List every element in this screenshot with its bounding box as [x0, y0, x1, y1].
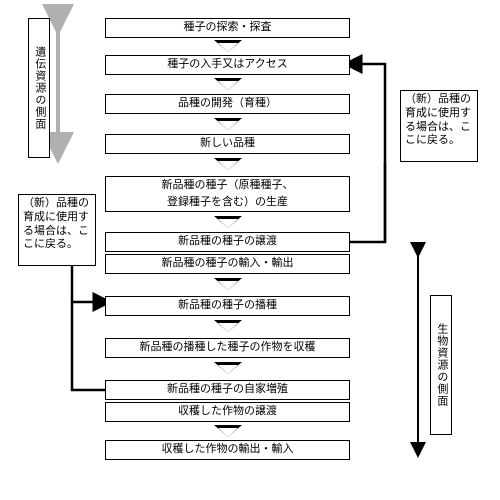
step-label: 品種の開発（育種）: [178, 97, 277, 111]
step-3: 品種の開発（育種）: [105, 94, 350, 114]
right-vertical-label: 生物資源の側面: [430, 295, 452, 435]
down-arrow-icon: [214, 278, 242, 290]
down-arrow-icon: [214, 78, 242, 90]
step-5a: 新品種の種子（原種種子、: [105, 176, 350, 194]
step-label: 新品種の種子（原種種子、: [162, 179, 294, 193]
step-label: 新品種の種子の譲渡: [178, 235, 277, 249]
down-arrow-icon: [214, 118, 242, 130]
step-12: 収穫した作物の輸出・輸入: [105, 440, 350, 460]
left-vertical-label: 遺伝資源の側面: [28, 18, 50, 158]
step-4: 新しい品種: [105, 134, 350, 154]
down-arrow-icon: [214, 158, 242, 170]
step-label: 種子の入手又はアクセス: [167, 58, 287, 72]
step-label: 収穫した作物の輸出・輸入: [162, 443, 294, 457]
step-6: 新品種の種子の譲渡: [105, 232, 350, 252]
down-arrow-icon: [214, 362, 242, 374]
step-7: 新品種の種子の輸入・輸出: [105, 254, 350, 274]
step-2: 種子の入手又はアクセス: [105, 55, 350, 75]
step-9: 新品種の播種した種子の作物を収穫: [105, 338, 350, 358]
down-arrow-icon: [214, 40, 242, 52]
step-11: 収穫した作物の譲渡: [105, 402, 350, 422]
step-label: 新品種の播種した種子の作物を収穫: [140, 341, 316, 355]
down-arrow-icon: [214, 320, 242, 332]
step-label: 新品種の種子の播種: [178, 299, 277, 313]
right-note: （新）品種の育成に使用する場合は、ここに戻る。: [400, 90, 478, 162]
step-10: 新品種の種子の自家増殖: [105, 380, 350, 400]
step-1: 種子の探索・探査: [105, 18, 350, 38]
down-arrow-icon: [214, 216, 242, 228]
step-label: 新しい品種: [200, 137, 255, 151]
left-note: （新）品種の育成に使用する場合は、ここに戻る。: [18, 194, 96, 266]
step-8: 新品種の種子の播種: [105, 296, 350, 316]
step-5b: 登録種子を含む）の生産: [105, 194, 350, 212]
step-label: 新品種の種子の自家増殖: [167, 383, 288, 397]
down-arrow-icon: [214, 425, 242, 437]
step-label: 収穫した作物の譲渡: [178, 405, 277, 419]
step-label: 登録種子を含む）の生産: [167, 196, 288, 210]
step-label: 種子の探索・探査: [184, 21, 272, 35]
step-label: 新品種の種子の輸入・輸出: [162, 257, 294, 271]
loop-right: [350, 64, 385, 242]
loop-left: [72, 302, 105, 390]
